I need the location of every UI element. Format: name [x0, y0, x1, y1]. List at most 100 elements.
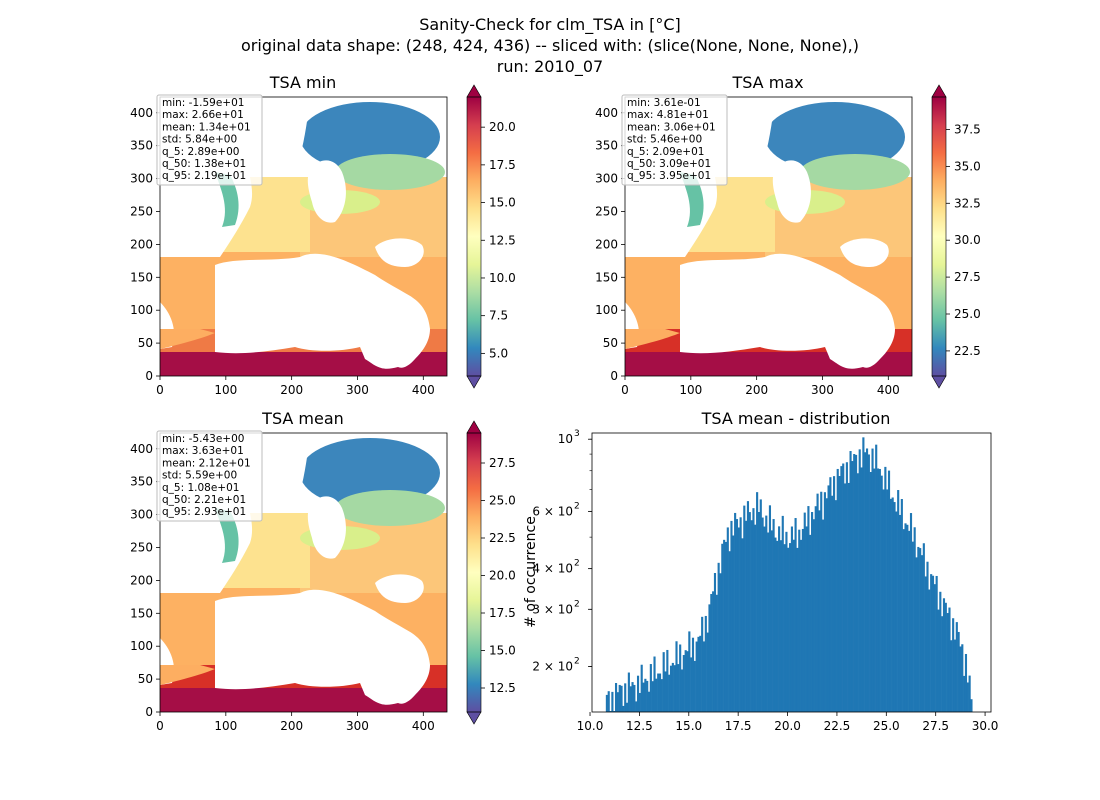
histogram-bar	[898, 514, 902, 712]
histogram-bar	[814, 506, 817, 712]
histogram-bar	[893, 502, 896, 712]
europe-map-image	[160, 97, 447, 376]
x-tick-label: 30.0	[972, 719, 999, 733]
histogram-bar	[843, 483, 847, 712]
colorbar-tick-label: 17.5	[489, 158, 516, 172]
histogram-bar	[871, 448, 874, 712]
x-tick-label: 200	[280, 719, 303, 733]
x-tick-label: 25.0	[873, 719, 900, 733]
histogram-bar	[805, 526, 808, 712]
histogram-bar	[737, 527, 740, 712]
histogram-bar	[671, 662, 674, 712]
colorbar-tick-label: 37.5	[954, 122, 981, 136]
stats-line: q_95: 3.95e+01	[627, 170, 711, 182]
y-tick-label: 250	[130, 204, 153, 218]
histogram-bar	[922, 543, 925, 712]
x-tick-label: 300	[811, 383, 834, 397]
y-tick-label: 200	[130, 237, 153, 251]
x-tick-label: 100	[679, 383, 702, 397]
histogram-bar	[867, 454, 870, 712]
x-tick-label: 27.5	[922, 719, 949, 733]
colorbar-tick-label: 27.5	[489, 456, 516, 470]
y-axis-label: # of occurrence	[523, 516, 539, 628]
histogram-bar	[913, 527, 916, 712]
map-plot	[625, 97, 912, 376]
panel-title: TSA mean - distribution	[701, 409, 891, 428]
stats-line: q_5: 1.08e+01	[162, 482, 239, 494]
histogram-bar	[675, 641, 678, 712]
x-axis: 0 100 200 300 400	[621, 376, 900, 397]
y-tick-label: 350	[130, 475, 153, 489]
colorbar-gradient	[467, 97, 481, 376]
y-tick-label: 400	[130, 106, 153, 120]
histogram-bar	[734, 512, 737, 712]
histogram-bar	[862, 437, 865, 712]
histogram-bar	[840, 466, 843, 712]
colorbar-tick-label: 12.5	[489, 681, 516, 695]
histogram-bar	[662, 652, 665, 712]
histogram-bar	[746, 501, 750, 712]
histogram-bar	[924, 576, 927, 712]
histogram-bar	[745, 520, 748, 712]
suptitle-line1: Sanity-Check for clm_TSA in [°C]	[419, 15, 681, 35]
histogram-bar	[832, 476, 836, 712]
colorbar-tick-label: 12.5	[489, 233, 516, 247]
histogram-bar	[649, 664, 652, 712]
histogram-bar	[741, 538, 744, 712]
colorbar-extend-top	[466, 420, 482, 434]
histogram-bar	[864, 452, 867, 712]
histogram-bar	[876, 468, 880, 712]
x-tick-label: 200	[745, 383, 768, 397]
colorbar-tick-label: 10.0	[489, 271, 516, 285]
histogram-bar	[937, 609, 940, 712]
histogram-bar	[869, 471, 872, 712]
y-tick-label: 4 × 10	[532, 562, 573, 576]
y-tick-exponent: 2	[574, 599, 580, 609]
histogram-bar	[963, 675, 966, 712]
colorbar-tick-label: 20.0	[489, 569, 516, 583]
x-tick-label: 300	[346, 383, 369, 397]
histogram-bar	[930, 574, 933, 712]
x-tick-label: 400	[877, 383, 900, 397]
colorbar-extend-bottom	[466, 711, 482, 725]
y-tick-label: 300	[130, 172, 153, 186]
x-tick-label: 200	[280, 383, 303, 397]
y-tick-label: 10	[558, 432, 573, 446]
histogram-bar	[904, 523, 907, 712]
histogram-bar	[856, 473, 859, 712]
histogram-bar	[834, 500, 837, 712]
plot-frame	[624, 96, 913, 377]
histogram-bar	[853, 454, 856, 712]
histogram-bar	[811, 512, 814, 712]
colorbar-frame	[466, 96, 482, 377]
europe-map-image	[625, 97, 912, 376]
histogram-bar	[743, 505, 746, 712]
x-tick-label: 17.5	[725, 719, 752, 733]
histogram-bar	[944, 602, 947, 712]
y-tick-label: 50	[138, 672, 153, 686]
histogram-bar	[690, 657, 693, 712]
colorbar-tick-label: 30.0	[954, 233, 981, 247]
histogram-bar	[792, 539, 795, 712]
histogram-bar	[688, 631, 691, 712]
histogram-bar	[836, 468, 839, 712]
histogram-bar	[664, 671, 667, 712]
panel-title: TSA mean	[261, 409, 344, 428]
histogram-bar	[750, 520, 753, 712]
histogram-bar	[955, 622, 958, 712]
colorbar-tick-label: 22.5	[489, 531, 516, 545]
colorbar-gradient	[467, 433, 481, 712]
colorbar-tick-label: 32.5	[954, 196, 981, 210]
histogram-bar	[909, 513, 913, 712]
histogram-bar	[673, 665, 676, 712]
panel-tsa-mean: TSA mean 0 100 200 300 400 0 50 100 150 200 250 30…	[130, 409, 516, 733]
plot-frame	[591, 432, 992, 713]
histogram-bar	[618, 684, 621, 712]
histogram-bar	[783, 544, 786, 712]
histogram-bar	[724, 541, 728, 712]
stats-line: q_5: 2.09e+01	[627, 146, 704, 158]
histogram-bar	[739, 517, 742, 712]
histogram-bar	[768, 505, 772, 712]
histogram-bar	[677, 664, 680, 712]
histogram-bar	[646, 680, 649, 712]
